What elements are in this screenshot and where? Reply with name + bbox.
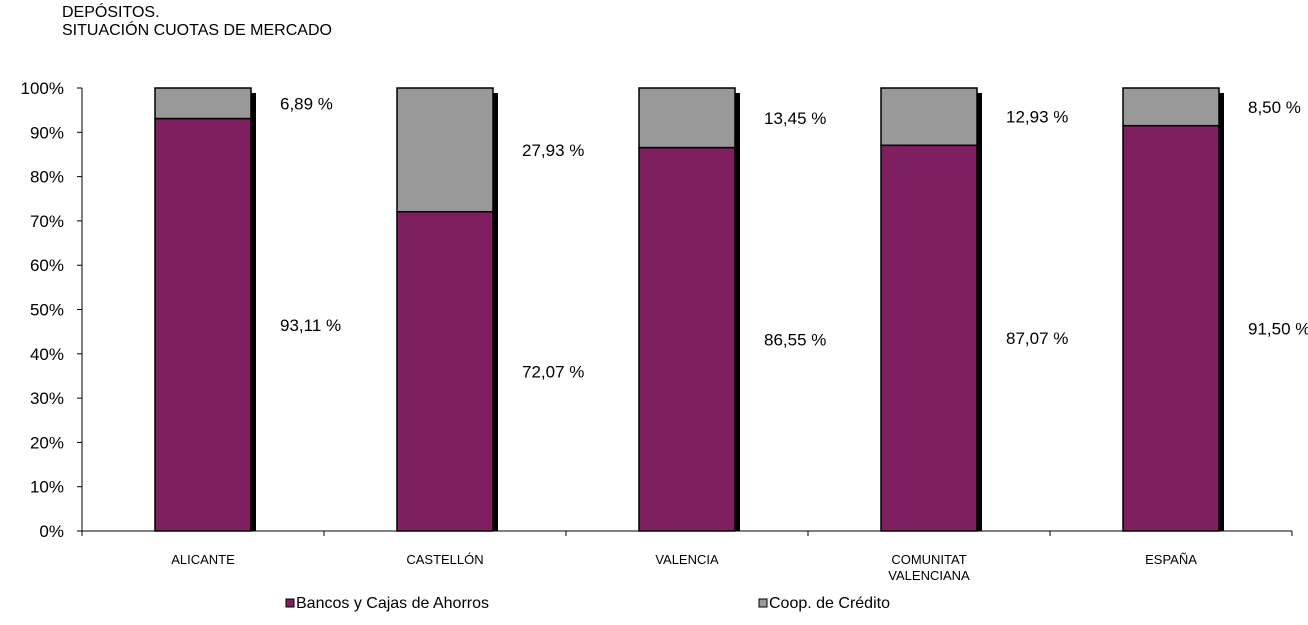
bar-shadow [735,93,740,531]
data-label: 72,07 % [522,362,584,381]
x-category-label: CASTELLÓN [406,552,483,567]
x-category-label: VALENCIANA [888,568,970,583]
bar-coop [638,87,736,149]
bar-bancos [396,210,494,532]
legend-swatch [285,598,295,608]
bar-shadow [493,93,498,531]
y-tick-label: 10% [30,478,64,497]
x-category-label: COMUNITAT [891,552,966,567]
data-label: 8,50 % [1248,98,1301,117]
bar-shadow [251,93,256,531]
bar-shadow [1219,93,1224,531]
bar-bancos [1122,124,1220,532]
chart-title-line-1: DEPÓSITOS. [62,4,160,21]
bar-shadow [977,93,982,531]
data-label: 12,93 % [1006,108,1068,127]
y-tick-label: 70% [30,212,64,231]
y-tick-label: 0% [39,522,64,541]
bar-coop [1122,87,1220,127]
data-label: 86,55 % [764,330,826,349]
y-tick-label: 60% [30,256,64,275]
legend-label: Coop. de Crédito [769,595,890,612]
y-tick-label: 80% [30,168,64,187]
y-tick-label: 50% [30,301,64,320]
y-tick-label: 100% [21,79,64,98]
data-label: 6,89 % [280,94,333,113]
bar-coop [396,87,494,213]
bar-coop [880,87,978,147]
y-tick-label: 90% [30,123,64,142]
data-label: 87,07 % [1006,329,1068,348]
bar-bancos [880,144,978,532]
bar-bancos [638,146,736,532]
legend-swatch [758,598,768,608]
bar-coop [154,87,252,120]
data-label: 13,45 % [764,109,826,128]
y-tick-label: 20% [30,433,64,452]
x-category-label: ALICANTE [171,552,235,567]
data-label: 27,93 % [522,141,584,160]
x-category-label: VALENCIA [655,552,719,567]
bar-bancos [154,117,252,532]
data-label: 93,11 % [280,316,341,335]
data-label: 91,50 % [1248,319,1308,338]
legend-label: Bancos y Cajas de Ahorros [296,595,489,612]
chart-title-line-2: SITUACIÓN CUOTAS DE MERCADO [62,22,332,39]
y-tick-label: 40% [30,345,64,364]
x-category-label: ESPAÑA [1145,552,1197,567]
y-tick-label: 30% [30,389,64,408]
